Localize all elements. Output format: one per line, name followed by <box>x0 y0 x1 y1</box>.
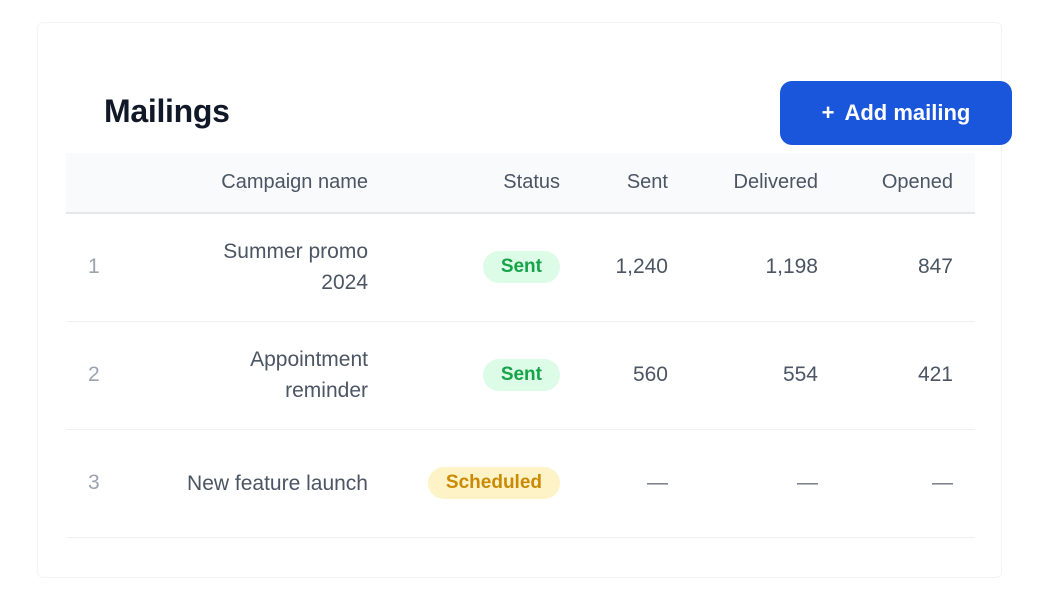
sent-cell: 1,240 <box>615 255 668 279</box>
sent-cell: — <box>647 471 668 494</box>
column-header-delivered[interactable]: Delivered <box>733 171 818 193</box>
column-header-status[interactable]: Status <box>503 171 560 193</box>
delivered-cell: 554 <box>782 363 818 386</box>
mailings-table: Campaign name Status Sent Delivered Open… <box>66 153 975 538</box>
table-row[interactable]: 3 New feature launch Scheduled — — — <box>66 429 975 537</box>
column-header-sent[interactable]: Sent <box>626 171 668 193</box>
delivered-cell: 1,198 <box>765 255 818 279</box>
table-row[interactable]: 2 Appointment reminder Sent 560 554 421 <box>66 321 975 429</box>
row-index: 2 <box>88 363 100 386</box>
campaign-name: Appointment reminder <box>250 348 368 402</box>
page-title: Mailings <box>104 93 230 129</box>
campaign-name-cell: New feature launch <box>150 429 390 537</box>
column-header-opened[interactable]: Opened <box>881 171 953 193</box>
status-cell: Sent <box>390 213 582 321</box>
row-index: 3 <box>88 471 100 494</box>
status-cell: Sent <box>390 321 582 429</box>
table-row[interactable]: 1 Summer promo 2024 Sent 1,240 1,198 847 <box>66 213 975 321</box>
status-cell: Scheduled <box>390 429 582 537</box>
campaign-name-cell: Appointment reminder <box>150 321 390 429</box>
column-header-campaign-name[interactable]: Campaign name <box>221 171 368 193</box>
opened-cell: 847 <box>917 255 953 279</box>
opened-cell: — <box>932 471 953 494</box>
add-mailing-label: Add mailing <box>844 100 971 125</box>
opened-cell: 421 <box>917 363 953 386</box>
plus-icon: + <box>821 100 835 125</box>
column-header-index <box>66 153 150 213</box>
status-badge: Sent <box>482 251 560 284</box>
campaign-name: New feature launch <box>187 471 368 495</box>
add-mailing-button[interactable]: + Add mailing <box>780 81 1012 145</box>
campaign-name-cell: Summer promo 2024 <box>150 213 390 321</box>
status-badge: Sent <box>482 359 560 391</box>
table-header-row: Campaign name Status Sent Delivered Open… <box>66 153 975 213</box>
sent-cell: 560 <box>632 363 668 386</box>
status-badge: Scheduled <box>427 467 560 499</box>
campaign-name: Summer promo 2024 <box>223 240 368 295</box>
row-index: 1 <box>88 255 100 279</box>
delivered-cell: — <box>797 471 818 494</box>
